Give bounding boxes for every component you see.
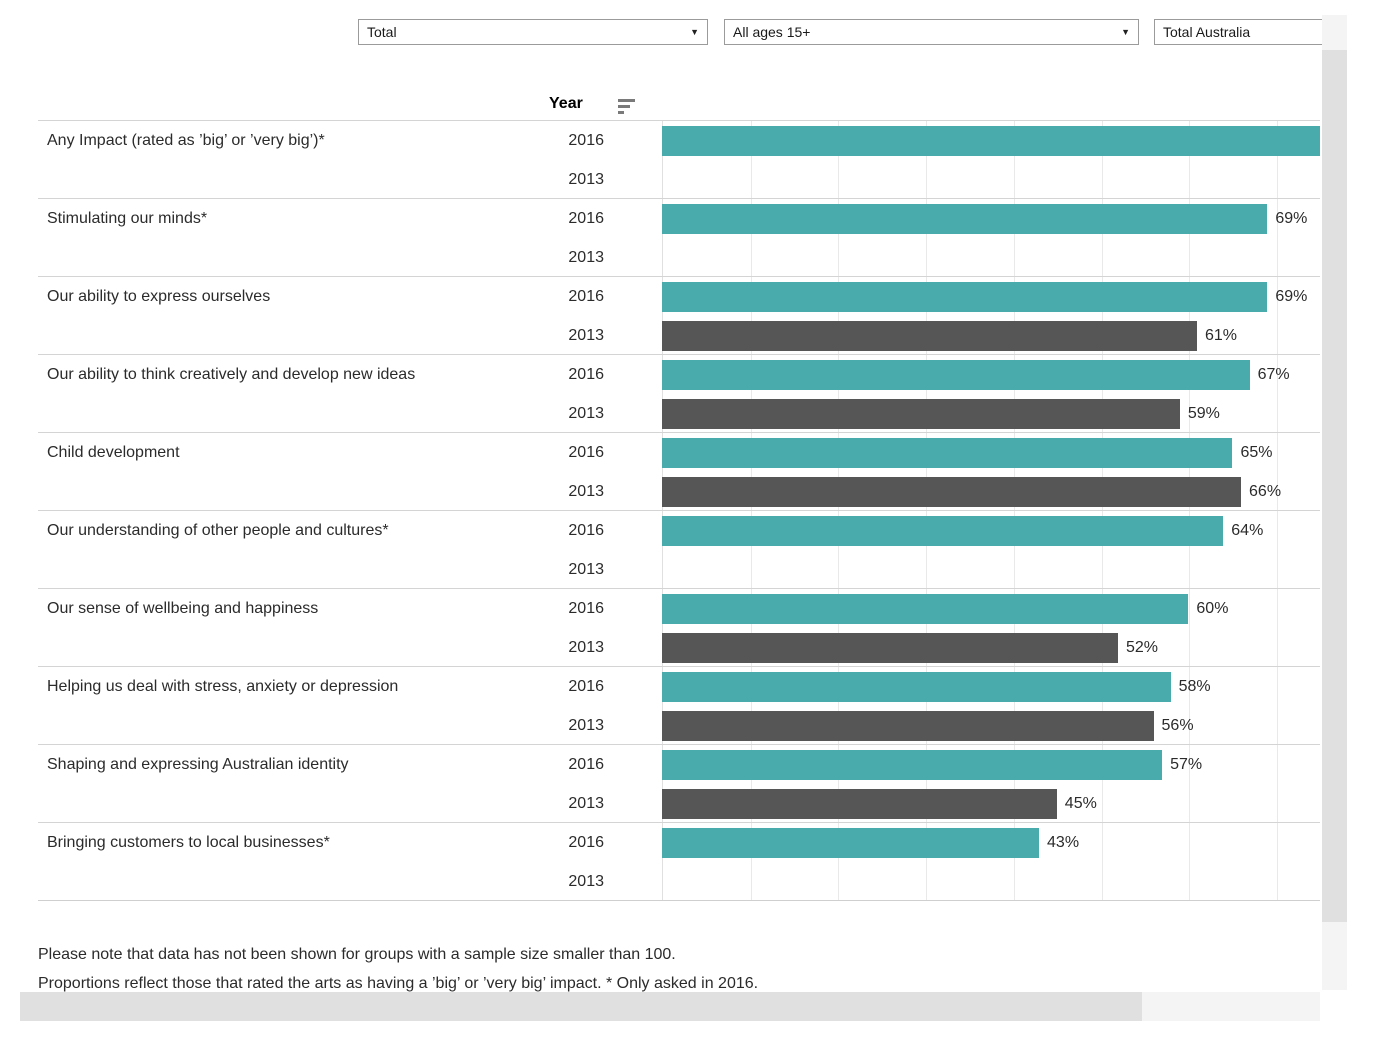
bar-2013[interactable] [662, 476, 1242, 507]
year-label-2013: 2013 [568, 794, 604, 812]
year-label-2013: 2013 [568, 482, 604, 500]
year-label-2013: 2013 [568, 716, 604, 734]
table-row: Child development 2016 2013 65% 66% [38, 432, 1320, 510]
bar-value-2016: 69% [1275, 287, 1308, 305]
year-label-2013: 2013 [568, 170, 604, 188]
row-label: Our sense of wellbeing and happiness [47, 600, 319, 617]
bar-2013[interactable] [662, 788, 1057, 819]
table-row: Our ability to think creatively and deve… [38, 354, 1320, 432]
filter-dropdown-region[interactable]: Total Australia [1154, 19, 1322, 45]
bar-2016[interactable] [662, 827, 1040, 858]
bar-value-2013: 52% [1125, 638, 1159, 656]
year-label-2016: 2016 [568, 287, 604, 305]
vertical-scrollbar-thumb[interactable] [1322, 50, 1347, 922]
filter-dropdown-region-value: Total Australia [1163, 24, 1251, 40]
year-label-2016: 2016 [568, 599, 604, 617]
bar-2013[interactable] [662, 710, 1154, 741]
footnote-line-1: Please note that data has not been shown… [38, 946, 676, 963]
bar-2013[interactable] [662, 632, 1118, 663]
bar-value-2013: 45% [1064, 794, 1097, 812]
year-label-2013: 2013 [568, 638, 604, 656]
bar-value-2016: 58% [1178, 677, 1211, 695]
year-label-2013: 2013 [568, 326, 604, 344]
year-label-2016: 2016 [568, 131, 604, 149]
bar-value-2016: 65% [1240, 443, 1273, 461]
bar-value-2013: 61% [1204, 326, 1237, 344]
bar-2016[interactable] [662, 281, 1268, 312]
bar-2016[interactable] [662, 203, 1268, 234]
row-label: Our ability to think creatively and deve… [47, 366, 416, 383]
row-label: Our understanding of other people and cu… [47, 522, 389, 539]
row-label: Helping us deal with stress, anxiety or … [47, 678, 399, 695]
bar-value-2013: 66% [1249, 482, 1282, 500]
bar-chart-table: Any Impact (rated as ’big’ or ’very big’… [38, 120, 1320, 901]
bar-value-2016: 64% [1231, 521, 1264, 539]
table-row: Shaping and expressing Australian identi… [38, 744, 1320, 822]
bar-value-2016: 69% [1275, 209, 1308, 227]
table-rows: Any Impact (rated as ’big’ or ’very big’… [38, 120, 1320, 900]
dropdown-caret-icon: ▼ [1121, 27, 1130, 37]
row-label: Stimulating our minds* [47, 210, 208, 227]
year-label-2013: 2013 [568, 872, 604, 890]
year-label-2013: 2013 [568, 248, 604, 266]
year-label-2016: 2016 [568, 677, 604, 695]
table-row: Stimulating our minds* 2016 2013 69% [38, 198, 1320, 276]
bar-2013[interactable] [662, 398, 1180, 429]
bar-2016[interactable] [662, 515, 1224, 546]
bar-2016[interactable] [662, 749, 1163, 780]
table-row: Our sense of wellbeing and happiness 201… [38, 588, 1320, 666]
year-label-2013: 2013 [568, 404, 604, 422]
row-label: Bringing customers to local businesses* [47, 834, 330, 851]
bar-value-2016: 67% [1257, 365, 1290, 383]
year-label-2013: 2013 [568, 560, 604, 578]
filter-dropdown-total-value: Total [367, 24, 397, 40]
footnote-line-2: Proportions reflect those that rated the… [38, 975, 759, 992]
filter-dropdown-total[interactable]: Total ▼ [358, 19, 708, 45]
filter-dropdown-age-value: All ages 15+ [733, 24, 811, 40]
horizontal-scrollbar-thumb[interactable] [20, 992, 1142, 1021]
bar-2016[interactable] [662, 437, 1233, 468]
table-row: Bringing customers to local businesses* … [38, 822, 1320, 900]
footnotes: Please note that data has not been shown… [38, 940, 758, 998]
bar-value-2013: 56% [1161, 716, 1194, 734]
bar-2016[interactable] [662, 125, 1320, 156]
bar-value-2013: 59% [1187, 404, 1220, 422]
bar-value-2016: 57% [1170, 755, 1203, 773]
year-label-2016: 2016 [568, 365, 604, 383]
table-row: Our ability to express ourselves 2016 20… [38, 276, 1320, 354]
year-column-header: Year [549, 95, 583, 112]
horizontal-scrollbar-track[interactable] [20, 992, 1320, 1021]
bar-2013[interactable] [662, 320, 1197, 351]
row-label: Child development [47, 444, 180, 461]
bar-2016[interactable] [662, 671, 1171, 702]
row-label: Our ability to express ourselves [47, 288, 271, 305]
row-label: Any Impact (rated as ’big’ or ’very big’… [47, 132, 325, 149]
table-row: Any Impact (rated as ’big’ or ’very big’… [38, 120, 1320, 198]
bar-2016[interactable] [662, 359, 1250, 390]
year-label-2016: 2016 [568, 833, 604, 851]
bar-2016[interactable] [662, 593, 1189, 624]
bar-value-2016: 43% [1047, 833, 1080, 851]
vertical-scrollbar-track[interactable] [1322, 15, 1347, 990]
sort-descending-icon[interactable] [618, 99, 635, 114]
row-label: Shaping and expressing Australian identi… [47, 756, 349, 773]
table-row: Our understanding of other people and cu… [38, 510, 1320, 588]
year-label-2016: 2016 [568, 521, 604, 539]
year-label-2016: 2016 [568, 209, 604, 227]
table-row: Helping us deal with stress, anxiety or … [38, 666, 1320, 744]
dropdown-caret-icon: ▼ [690, 27, 699, 37]
year-label-2016: 2016 [568, 443, 604, 461]
bar-value-2016: 60% [1196, 599, 1229, 617]
filter-dropdown-age[interactable]: All ages 15+ ▼ [724, 19, 1139, 45]
year-label-2016: 2016 [568, 755, 604, 773]
